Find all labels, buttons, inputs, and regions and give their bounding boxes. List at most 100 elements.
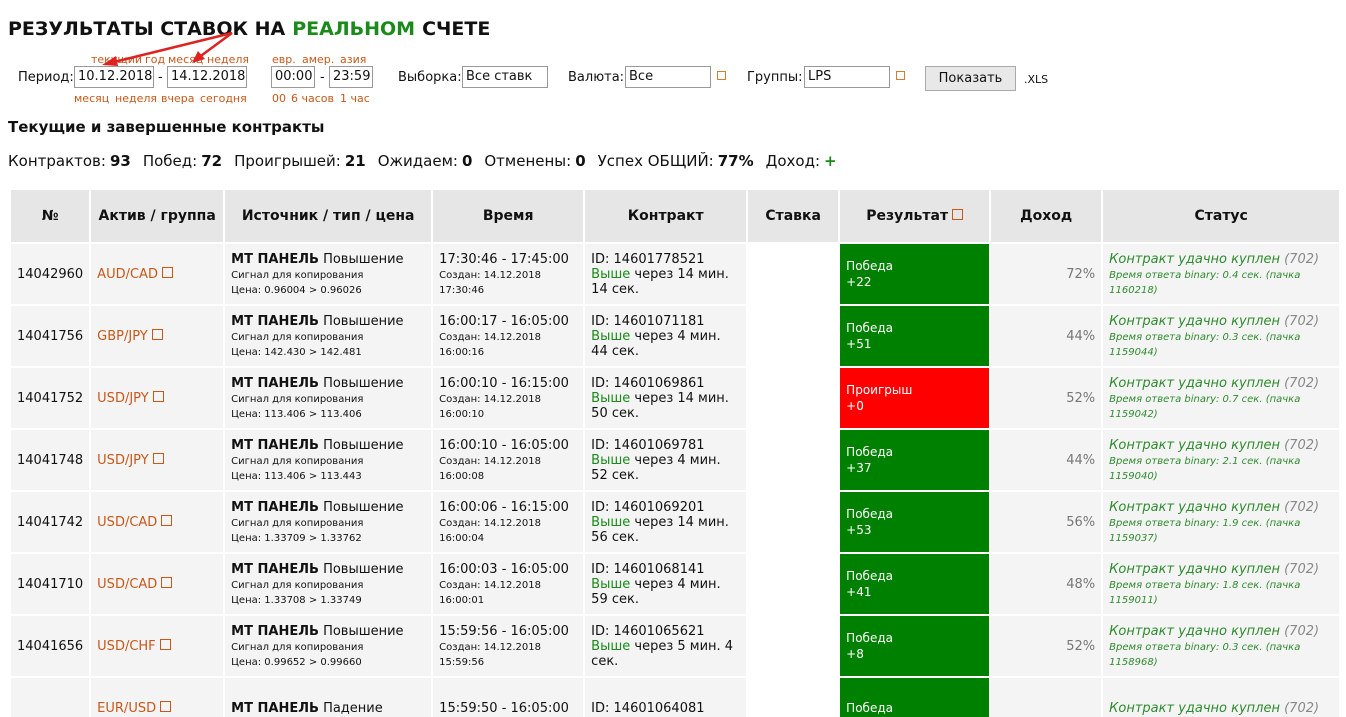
asset-link[interactable]: USD/CAD [97,514,158,530]
stat-value: 21 [344,152,366,170]
source: МТ ПАНЕЛЬ [231,313,319,329]
income-cell [991,678,1102,717]
status: Контракт удачно куплен [1109,700,1280,716]
time-link[interactable]: азия [340,53,367,66]
column-header: Ставка [748,190,839,242]
status-code: (702) [1284,375,1320,391]
asset-link[interactable]: AUD/CAD [97,266,158,282]
expand-icon [161,266,173,278]
xls-link[interactable]: .XLS [1024,73,1049,86]
time-range: 16:00:17 - 16:05:00 [439,313,569,329]
status-code: (702) [1284,499,1320,515]
date-link[interactable]: неделя [207,53,249,66]
expand-icon [159,638,171,650]
time-range: 16:00:10 - 16:05:00 [439,437,569,453]
source: МТ ПАНЕЛЬ [231,561,319,577]
result-cell: Победа +53 [840,492,990,552]
date-input[interactable]: 10.12.2018 [74,66,154,88]
source-cell: МТ ПАНЕЛЬ Повышение Сигнал для копировани… [225,244,432,304]
expand-icon [151,328,163,340]
income-cell: 48% [991,554,1102,614]
created: Создан: 14.12.2018 17:30:46 [439,269,541,296]
asset-link[interactable]: USD/JPY [97,390,149,406]
groups-select[interactable]: LPS [804,66,890,88]
contract-id: ID: 14601064081 [591,700,705,716]
date-link[interactable]: год [145,53,166,66]
list-icon[interactable] [717,71,726,80]
time-range: 16:00:03 - 16:05:00 [439,561,569,577]
contract-number: 14041710 [17,576,84,592]
time-link[interactable]: амер. [302,53,335,66]
direction: Выше [591,576,631,592]
currency-select[interactable]: Все [625,66,711,88]
currency-label: Валюта: [568,70,625,85]
asset-link[interactable]: USD/CHF [97,638,156,654]
time-range: 15:59:50 - 16:05:00 [439,700,569,716]
stat-value: + [824,152,837,170]
expand-icon [161,514,173,526]
stat-label: Проигрышей: [234,152,341,170]
contract-cell: ID: 14601778521 Выше через 14 мин. 14 сек… [585,244,747,304]
time-link[interactable]: евр. [272,53,296,66]
date-link[interactable]: месяц [74,92,110,105]
time-link[interactable]: 00 [272,92,286,105]
selection-select[interactable]: Все ставк [462,66,548,88]
help-icon [952,209,964,220]
asset-link[interactable]: EUR/USD [97,700,157,716]
response-time: Время ответа binary: 0.3 сек. (пачка 115… [1109,641,1301,668]
contract-id: ID: 14601071181 [591,313,705,329]
price: Цена: 1.33709 > 1.33762 [231,532,362,544]
time-link[interactable]: 6 часов [291,92,334,105]
list-icon[interactable] [896,71,905,80]
status-cell: Контракт удачно куплен (702) Время ответа… [1103,616,1340,676]
source: МТ ПАНЕЛЬ [231,700,319,716]
date-link[interactable]: вчера [161,92,195,105]
stake-cell [748,244,839,304]
time-link[interactable]: 1 час [340,92,370,105]
contract-id: ID: 14601065621 [591,623,705,639]
groups-label: Группы: [747,70,803,85]
result-amount: +8 [846,647,864,661]
created: Создан: 14.12.2018 15:59:56 [439,641,541,668]
show-button[interactable]: Показать [925,66,1016,91]
asset-link[interactable]: GBP/JPY [97,328,148,344]
period-label: Период: [18,70,74,85]
date-link[interactable]: неделя [115,92,157,105]
table-row: 14041748 USD/JPY МТ ПАНЕЛЬ Повышение Сигна… [11,430,1340,490]
expand-icon [152,390,164,402]
contract-cell: ID: 14601069861 Выше через 14 мин. 50 сек… [585,368,747,428]
date-input[interactable]: 14.12.2018 [167,66,247,88]
date-link[interactable]: сегодня [200,92,247,105]
asset-cell: AUD/CAD [91,244,224,304]
response-time: Время ответа binary: 0.3 сек. (пачка 115… [1109,331,1301,358]
contract-number: 14041752 [17,390,84,406]
source: МТ ПАНЕЛЬ [231,437,319,453]
created: Создан: 14.12.2018 16:00:04 [439,517,541,544]
income: 56% [1066,514,1096,530]
income-cell: 52% [991,368,1102,428]
status-cell: Контракт удачно куплен (702) Время ответа… [1103,430,1340,490]
time-input[interactable]: 00:00 [271,66,315,88]
price: Цена: 1.33708 > 1.33749 [231,594,362,606]
result-amount: +53 [846,523,872,537]
asset-link[interactable]: USD/JPY [97,452,149,468]
stat-value: 0 [575,152,586,170]
id-cell: 14041656 [11,616,90,676]
stat-value: 93 [109,152,131,170]
time-range: 17:30:46 - 17:45:00 [439,251,569,267]
asset-link[interactable]: USD/CAD [97,576,158,592]
time-range: 16:00:06 - 16:15:00 [439,499,569,515]
date-link[interactable]: месяц [168,53,204,66]
time-input[interactable]: 23:59 [329,66,373,88]
result: Победа [846,631,893,645]
income-cell: 44% [991,430,1102,490]
id-cell: 14041742 [11,492,90,552]
time-cell: 15:59:50 - 16:05:00 [433,678,584,717]
status-code: (702) [1284,251,1320,267]
direction: Выше [591,266,631,282]
bet-type: Повышение [323,623,404,639]
response-time: Время ответа binary: 1.9 сек. (пачка 115… [1109,517,1301,544]
stake-cell [748,306,839,366]
status-cell: Контракт удачно куплен (702) Время ответа… [1103,368,1340,428]
status-cell: Контракт удачно куплен (702) Время ответа… [1103,244,1340,304]
